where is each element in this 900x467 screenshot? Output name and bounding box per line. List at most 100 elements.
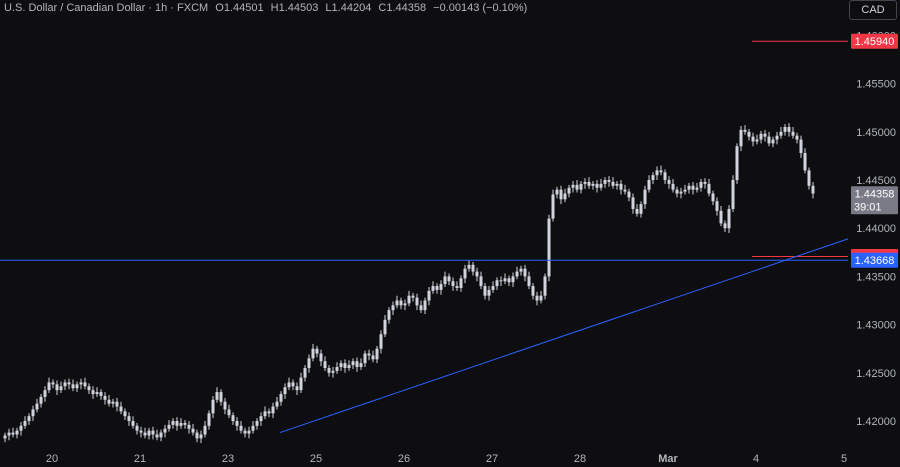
candle-body (715, 201, 719, 211)
candle-body (103, 395, 107, 400)
candle-body (683, 189, 687, 192)
symbol-title: U.S. Dollar / Canadian Dollar · 1h · FXC… (4, 2, 209, 14)
candle-body (31, 409, 35, 417)
candle-body (707, 183, 711, 194)
candle-body (55, 384, 59, 391)
candle-body (319, 353, 323, 362)
candle-body (227, 409, 231, 416)
candle-body (139, 430, 143, 433)
candle-body (135, 425, 139, 431)
candle-body (463, 268, 467, 279)
candle-body (507, 278, 511, 283)
candle-body (787, 127, 791, 132)
candle-body (299, 377, 303, 391)
last-price-tag-countdown: 39:01 (854, 202, 882, 214)
candle-body (631, 197, 635, 209)
candle-body (431, 286, 435, 291)
candle-body (375, 348, 379, 360)
candle-body (147, 430, 151, 436)
candle-body (479, 276, 483, 287)
candle-body (619, 183, 623, 190)
candle-body (699, 181, 703, 188)
candle-body (647, 180, 651, 190)
candle-body (791, 131, 795, 136)
y-tick-label: 1.42500 (856, 368, 896, 380)
low-value: 1.44204 (331, 2, 372, 14)
candle-body (335, 367, 339, 371)
candle-body (771, 139, 775, 144)
candle-body (43, 390, 47, 397)
candle-body (383, 319, 387, 335)
candle-body (407, 295, 411, 304)
candle-body (459, 278, 463, 288)
candle-body (71, 384, 75, 389)
chart-header: U.S. Dollar / Canadian Dollar · 1h · FXC… (4, 2, 527, 14)
candle-body (367, 353, 371, 356)
candle-body (643, 189, 647, 205)
candle-body (379, 334, 383, 349)
candle-body (11, 432, 15, 435)
candle-body (99, 392, 103, 396)
candle-body (587, 181, 591, 186)
candle-body (215, 392, 219, 400)
candle-body (355, 361, 359, 368)
candle-body (567, 187, 571, 194)
candle-body (343, 363, 347, 368)
candle-body (739, 129, 743, 147)
candle-body (751, 136, 755, 142)
candle-body (315, 348, 319, 354)
candle-body (39, 396, 43, 404)
candle-body (427, 290, 431, 301)
candle-body (235, 421, 239, 426)
candle-body (191, 428, 195, 433)
candle-body (599, 183, 603, 188)
candle-body (211, 399, 215, 414)
candle-body (511, 276, 515, 283)
candle-body (447, 276, 451, 282)
candle-body (75, 384, 79, 389)
candle-body (515, 271, 519, 277)
last-price-tag-bg (851, 186, 898, 215)
candle-body (763, 133, 767, 137)
candle-body (207, 413, 211, 426)
candle-body (651, 175, 655, 181)
candle-body (775, 135, 779, 140)
candle-body (295, 386, 299, 391)
candle-body (527, 276, 531, 287)
x-tick-label: 25 (310, 453, 322, 465)
currency-button[interactable]: CAD (849, 0, 897, 20)
x-tick-label: Mar (658, 453, 678, 465)
candle-body (731, 180, 735, 209)
candle-body (331, 370, 335, 373)
candle-body (27, 416, 31, 422)
candle-body (47, 382, 51, 391)
candle-body (351, 361, 355, 366)
candle-body (63, 382, 67, 387)
candle-body (595, 183, 599, 188)
high-value: 1.44503 (278, 2, 319, 14)
candle-body (451, 281, 455, 287)
candle-body (455, 286, 459, 288)
candle-body (559, 189, 563, 200)
candle-body (79, 382, 83, 385)
candle-body (251, 425, 255, 431)
candle-body (711, 193, 715, 202)
candle-body (747, 131, 751, 137)
candle-body (223, 401, 227, 410)
candle-body (3, 435, 7, 439)
candle-body (551, 194, 555, 219)
candle-body (307, 358, 311, 368)
candle-body (167, 424, 171, 429)
candle-body (19, 425, 23, 431)
close-key: C (378, 2, 387, 14)
candle-body (59, 386, 63, 391)
resistance-price-tag-bg (851, 33, 898, 49)
level-price-tag-bg (851, 252, 898, 268)
candle-body (579, 183, 583, 190)
candle-body (695, 187, 699, 190)
candle-body (311, 348, 315, 359)
x-tick-label: 4 (753, 453, 759, 465)
candle-body (611, 181, 615, 186)
